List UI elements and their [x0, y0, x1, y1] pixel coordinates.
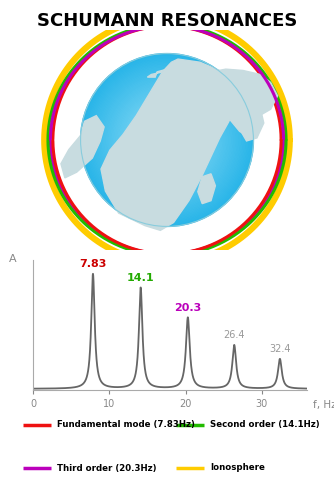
Circle shape [98, 71, 236, 209]
Circle shape [131, 104, 203, 176]
Text: A: A [9, 254, 17, 264]
Text: SCHUMANN RESONANCES: SCHUMANN RESONANCES [37, 12, 297, 30]
Circle shape [128, 101, 206, 179]
Circle shape [145, 118, 189, 162]
Circle shape [122, 96, 212, 184]
Circle shape [89, 62, 245, 218]
Circle shape [161, 134, 173, 146]
Circle shape [150, 122, 184, 158]
Circle shape [138, 111, 196, 169]
Text: 20.3: 20.3 [174, 302, 201, 312]
Circle shape [153, 126, 181, 154]
Circle shape [118, 91, 216, 189]
Circle shape [141, 114, 193, 166]
Polygon shape [239, 102, 264, 141]
Circle shape [115, 88, 219, 192]
Text: f, Hz: f, Hz [313, 400, 334, 410]
Circle shape [107, 80, 227, 200]
Polygon shape [198, 174, 215, 204]
Circle shape [97, 70, 237, 210]
Circle shape [143, 116, 191, 164]
Text: 7.83: 7.83 [79, 259, 107, 269]
Circle shape [166, 138, 168, 141]
Circle shape [99, 72, 235, 208]
Circle shape [117, 90, 217, 190]
Circle shape [160, 133, 174, 147]
Circle shape [94, 66, 240, 214]
Circle shape [102, 75, 232, 205]
Circle shape [92, 65, 242, 215]
Circle shape [91, 64, 243, 216]
Text: 26.4: 26.4 [223, 330, 245, 340]
Circle shape [88, 61, 246, 219]
Circle shape [147, 120, 187, 160]
Circle shape [127, 100, 207, 180]
Polygon shape [147, 66, 218, 82]
Circle shape [137, 110, 197, 170]
Circle shape [85, 58, 249, 222]
Text: Fundamental mode (7.83Hz): Fundamental mode (7.83Hz) [57, 420, 194, 430]
Circle shape [151, 124, 183, 156]
Circle shape [134, 107, 200, 173]
Circle shape [109, 82, 225, 198]
Circle shape [132, 106, 202, 174]
Circle shape [148, 122, 186, 158]
Circle shape [130, 102, 204, 178]
Circle shape [80, 54, 254, 227]
Circle shape [105, 78, 229, 202]
Circle shape [154, 127, 180, 153]
Circle shape [84, 56, 250, 224]
Circle shape [114, 86, 220, 194]
Circle shape [120, 92, 214, 188]
Circle shape [104, 76, 230, 204]
Circle shape [108, 81, 226, 199]
Circle shape [155, 128, 179, 152]
Polygon shape [208, 69, 278, 117]
Text: Second order (14.1Hz): Second order (14.1Hz) [210, 420, 320, 430]
Circle shape [112, 86, 222, 194]
Circle shape [135, 108, 199, 172]
Circle shape [140, 112, 194, 168]
Circle shape [101, 74, 233, 206]
Text: 14.1: 14.1 [127, 273, 155, 283]
Circle shape [125, 98, 209, 182]
Polygon shape [61, 116, 104, 178]
Polygon shape [219, 90, 257, 138]
Circle shape [158, 132, 176, 148]
Circle shape [121, 94, 213, 186]
Circle shape [157, 130, 177, 150]
Circle shape [163, 136, 171, 144]
Circle shape [144, 117, 190, 163]
Text: Third order (20.3Hz): Third order (20.3Hz) [57, 464, 156, 472]
Circle shape [124, 97, 210, 183]
Circle shape [111, 84, 223, 196]
Text: 32.4: 32.4 [269, 344, 291, 354]
Circle shape [164, 137, 170, 143]
Circle shape [86, 60, 248, 220]
Circle shape [82, 55, 252, 225]
Circle shape [95, 68, 239, 212]
Polygon shape [101, 59, 237, 230]
Text: Ionosphere: Ionosphere [210, 464, 265, 472]
